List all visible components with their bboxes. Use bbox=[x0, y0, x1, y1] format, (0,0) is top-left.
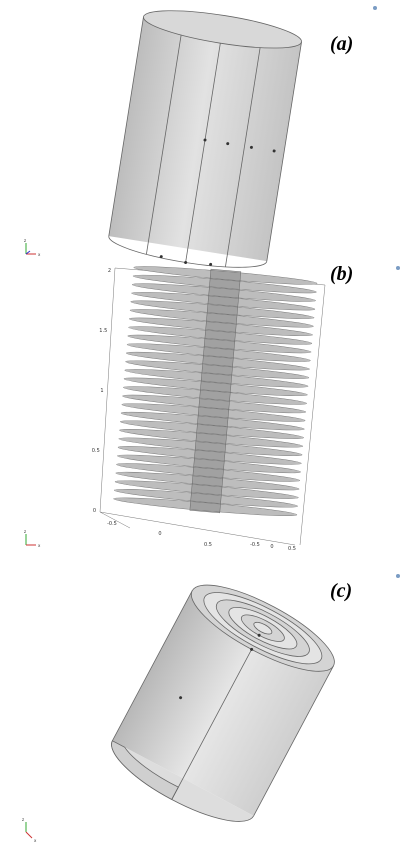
tick-label: 1.5 bbox=[99, 328, 107, 334]
panel-label: (c) bbox=[330, 580, 352, 602]
panel-c: (c) z x bbox=[22, 569, 400, 843]
axis-label: z bbox=[22, 817, 24, 822]
axis-label: x bbox=[38, 252, 41, 257]
tick-label: 0 bbox=[270, 544, 273, 550]
tick-label: 0 bbox=[93, 508, 96, 514]
panel-b: (b) 2 1.5 1 0.5 0 -0.5 0 0.5 -0.5 0 0.5 z x bbox=[24, 262, 400, 552]
tick-label: 0.5 bbox=[92, 448, 100, 454]
tick-label: 0 bbox=[158, 531, 161, 537]
panel-label: (a) bbox=[330, 33, 353, 55]
tick-label: -0.5 bbox=[250, 542, 260, 548]
panel-label: (b) bbox=[330, 263, 353, 285]
axis-label: x bbox=[38, 543, 41, 548]
tick-label: 0.5 bbox=[288, 546, 296, 552]
figure: (a) z x (b) 2 1.5 1 0.5 0 -0.5 0 0.5 -0.5 0 0.5 z … bbox=[0, 0, 414, 846]
tick-label: 0.5 bbox=[204, 542, 212, 548]
axis-label: z bbox=[24, 238, 26, 243]
axis-label: x bbox=[34, 838, 37, 843]
tick-label: -0.5 bbox=[107, 521, 117, 527]
axis-label: z bbox=[24, 529, 26, 534]
tick-label: 1 bbox=[100, 388, 103, 394]
tick-label: 2 bbox=[108, 268, 111, 274]
panel-a: (a) z x bbox=[24, 3, 377, 276]
